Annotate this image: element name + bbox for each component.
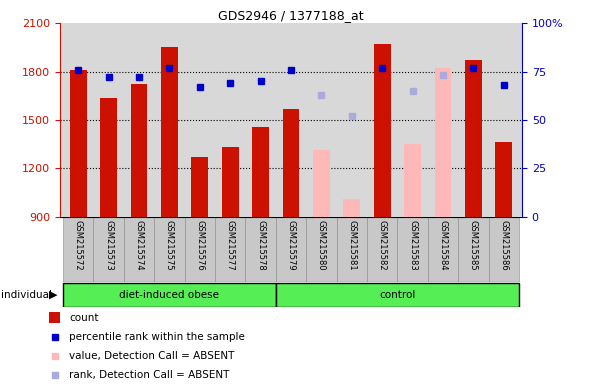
Text: rank, Detection Call = ABSENT: rank, Detection Call = ABSENT [69,370,229,380]
Bar [154,217,185,282]
Bar [367,217,397,282]
Text: GSM215574: GSM215574 [134,220,143,270]
Text: GSM215585: GSM215585 [469,220,478,270]
Bar [185,217,215,282]
Text: control: control [379,290,416,300]
Text: individual: individual [1,290,52,300]
Text: GSM215576: GSM215576 [196,220,205,270]
Text: GSM215579: GSM215579 [287,220,296,270]
Bar [49,313,60,323]
Bar [337,217,367,282]
Text: GSM215572: GSM215572 [74,220,83,270]
Bar [161,47,178,217]
Bar [374,44,391,217]
Bar [131,84,148,217]
Bar [63,217,94,282]
Text: GSM215575: GSM215575 [165,220,174,270]
Bar [215,217,245,282]
Bar [94,217,124,282]
Bar [252,127,269,217]
Bar [191,157,208,217]
Text: GSM215578: GSM215578 [256,220,265,270]
Text: GSM215580: GSM215580 [317,220,326,270]
Bar [488,217,519,282]
Text: GSM215586: GSM215586 [499,220,508,270]
Bar [496,142,512,217]
Bar [428,217,458,282]
Text: GSM215584: GSM215584 [439,220,448,270]
Bar [283,109,299,217]
Bar [458,217,488,282]
Text: GSM215581: GSM215581 [347,220,356,270]
Bar [343,199,360,217]
Bar [245,217,276,282]
Text: GSM215582: GSM215582 [377,220,386,270]
Bar [306,217,337,282]
Bar [465,60,482,217]
Title: GDS2946 / 1377188_at: GDS2946 / 1377188_at [218,9,364,22]
Text: GSM215583: GSM215583 [408,220,417,270]
Text: GSM215573: GSM215573 [104,220,113,270]
Bar [70,70,86,217]
Text: value, Detection Call = ABSENT: value, Detection Call = ABSENT [69,351,235,361]
Bar [434,68,451,217]
Bar [404,144,421,217]
Text: diet-induced obese: diet-induced obese [119,290,220,300]
Text: percentile rank within the sample: percentile rank within the sample [69,332,245,342]
Bar [313,150,330,217]
Text: ▶: ▶ [49,290,57,300]
Bar [276,217,306,282]
Bar [276,283,519,307]
Text: GSM215577: GSM215577 [226,220,235,270]
Bar [124,217,154,282]
Bar [397,217,428,282]
Bar [100,98,117,217]
Text: count: count [69,313,98,323]
Bar [63,283,276,307]
Bar [222,147,239,217]
